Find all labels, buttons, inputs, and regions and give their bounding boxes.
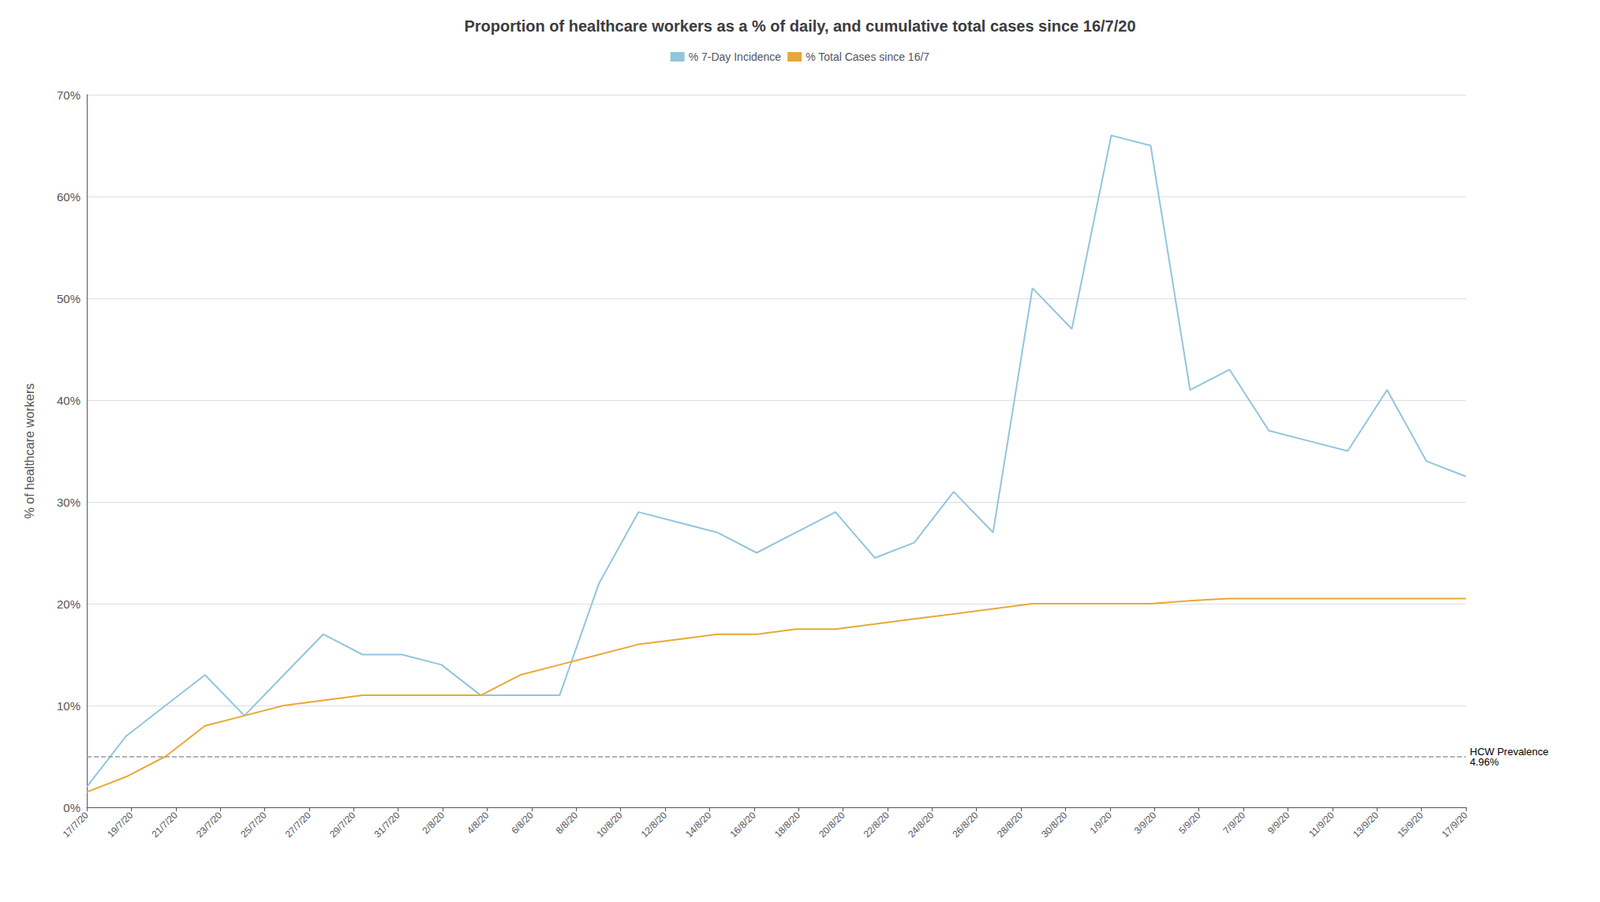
svg-text:% of healthcare workers: % of healthcare workers — [22, 383, 37, 520]
svg-text:HCW Prevalence: HCW Prevalence — [1469, 745, 1549, 758]
svg-text:17/7/20: 17/7/20 — [60, 809, 91, 840]
svg-text:40%: 40% — [56, 393, 81, 408]
svg-text:% 7-Day Incidence: % 7-Day Incidence — [688, 50, 782, 64]
svg-text:60%: 60% — [56, 190, 81, 204]
svg-text:25/7/20: 25/7/20 — [238, 809, 269, 840]
svg-text:24/8/20: 24/8/20 — [905, 809, 936, 840]
svg-text:17/9/20: 17/9/20 — [1439, 809, 1470, 840]
svg-text:70%: 70% — [56, 88, 81, 102]
svg-text:20%: 20% — [56, 597, 81, 611]
svg-text:30%: 30% — [56, 495, 81, 509]
svg-text:16/8/20: 16/8/20 — [728, 809, 759, 840]
svg-text:13/9/20: 13/9/20 — [1350, 809, 1381, 840]
svg-text:1/9/20: 1/9/20 — [1087, 809, 1115, 837]
svg-text:2/8/20: 2/8/20 — [420, 809, 448, 837]
svg-text:7/9/20: 7/9/20 — [1221, 809, 1249, 837]
svg-text:28/8/20: 28/8/20 — [994, 809, 1025, 840]
svg-text:50%: 50% — [56, 291, 81, 306]
svg-text:15/9/20: 15/9/20 — [1394, 809, 1425, 840]
svg-text:18/8/20: 18/8/20 — [772, 809, 803, 840]
svg-text:10%: 10% — [56, 699, 81, 713]
svg-text:5/9/20: 5/9/20 — [1176, 809, 1204, 837]
svg-text:Proportion of healthcare worke: Proportion of healthcare workers as a % … — [463, 17, 1136, 35]
svg-text:4.96%: 4.96% — [1469, 755, 1500, 768]
svg-text:14/8/20: 14/8/20 — [683, 809, 714, 840]
svg-text:19/7/20: 19/7/20 — [104, 809, 135, 840]
svg-text:29/7/20: 29/7/20 — [327, 809, 358, 840]
svg-text:% Total Cases since 16/7: % Total Cases since 16/7 — [805, 50, 930, 64]
svg-text:20/8/20: 20/8/20 — [816, 809, 847, 840]
svg-text:6/8/20: 6/8/20 — [508, 809, 536, 837]
svg-text:30/8/20: 30/8/20 — [1039, 809, 1070, 840]
svg-text:9/9/20: 9/9/20 — [1265, 809, 1293, 837]
svg-text:23/7/20: 23/7/20 — [194, 809, 225, 840]
svg-text:10/8/20: 10/8/20 — [594, 809, 625, 840]
svg-text:4/8/20: 4/8/20 — [464, 809, 492, 837]
svg-text:27/7/20: 27/7/20 — [283, 809, 314, 840]
svg-text:12/8/20: 12/8/20 — [639, 809, 670, 840]
svg-text:26/8/20: 26/8/20 — [950, 809, 981, 840]
svg-text:21/7/20: 21/7/20 — [149, 809, 180, 840]
svg-text:31/7/20: 31/7/20 — [371, 809, 402, 840]
svg-text:8/8/20: 8/8/20 — [553, 809, 581, 837]
svg-text:3/9/20: 3/9/20 — [1132, 809, 1159, 837]
svg-text:0%: 0% — [63, 800, 81, 815]
svg-text:22/8/20: 22/8/20 — [861, 809, 892, 840]
svg-text:11/9/20: 11/9/20 — [1306, 809, 1337, 840]
